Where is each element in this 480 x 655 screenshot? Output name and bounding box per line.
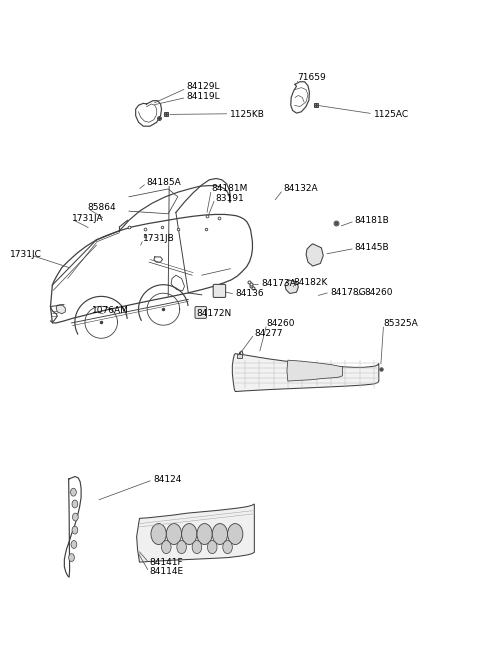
Text: 84277: 84277	[254, 329, 283, 338]
Polygon shape	[137, 504, 254, 562]
Circle shape	[212, 523, 228, 544]
Text: 84129L: 84129L	[186, 83, 220, 92]
Text: 84178G: 84178G	[330, 288, 366, 297]
Circle shape	[181, 523, 197, 544]
Text: 85864: 85864	[88, 204, 117, 212]
Circle shape	[71, 488, 76, 496]
Text: 84182K: 84182K	[294, 278, 328, 287]
Circle shape	[72, 526, 78, 534]
Circle shape	[228, 523, 243, 544]
Text: 84260: 84260	[267, 319, 295, 328]
Polygon shape	[285, 280, 299, 293]
Text: 84145B: 84145B	[355, 243, 389, 252]
Text: 84181B: 84181B	[355, 215, 390, 225]
FancyBboxPatch shape	[195, 307, 206, 318]
Text: 1731JA: 1731JA	[72, 214, 103, 223]
Circle shape	[151, 523, 166, 544]
Text: 84260: 84260	[364, 288, 393, 297]
Circle shape	[161, 540, 171, 553]
Text: 83191: 83191	[215, 195, 244, 203]
Polygon shape	[287, 360, 342, 381]
Text: 1125KB: 1125KB	[229, 110, 264, 119]
Circle shape	[72, 513, 78, 521]
Text: 1076AM: 1076AM	[92, 306, 129, 315]
Text: 85325A: 85325A	[384, 319, 419, 328]
Circle shape	[192, 540, 202, 553]
Polygon shape	[232, 354, 379, 392]
Polygon shape	[306, 244, 323, 266]
Polygon shape	[56, 305, 65, 314]
Text: 1731JC: 1731JC	[10, 250, 42, 259]
Circle shape	[207, 540, 217, 553]
Text: 1125AC: 1125AC	[374, 110, 409, 119]
Text: 1731JB: 1731JB	[144, 234, 175, 243]
Text: 84141F: 84141F	[149, 558, 183, 567]
Circle shape	[72, 500, 78, 508]
Text: 84185A: 84185A	[147, 178, 181, 187]
Circle shape	[166, 523, 181, 544]
Text: 84173A: 84173A	[261, 279, 296, 288]
FancyBboxPatch shape	[213, 284, 226, 297]
Text: 84132A: 84132A	[283, 185, 318, 193]
Circle shape	[177, 540, 186, 553]
Text: 84114E: 84114E	[149, 567, 183, 576]
Text: 84119L: 84119L	[186, 92, 220, 102]
Text: 84136: 84136	[235, 289, 264, 298]
Text: 84181M: 84181M	[211, 185, 248, 193]
Circle shape	[71, 540, 77, 548]
Circle shape	[223, 540, 232, 553]
Text: 84172N: 84172N	[196, 309, 231, 318]
Bar	[237, 354, 242, 358]
Text: 84124: 84124	[153, 475, 181, 483]
Circle shape	[69, 553, 74, 561]
Circle shape	[197, 523, 212, 544]
Text: 71659: 71659	[298, 73, 326, 83]
